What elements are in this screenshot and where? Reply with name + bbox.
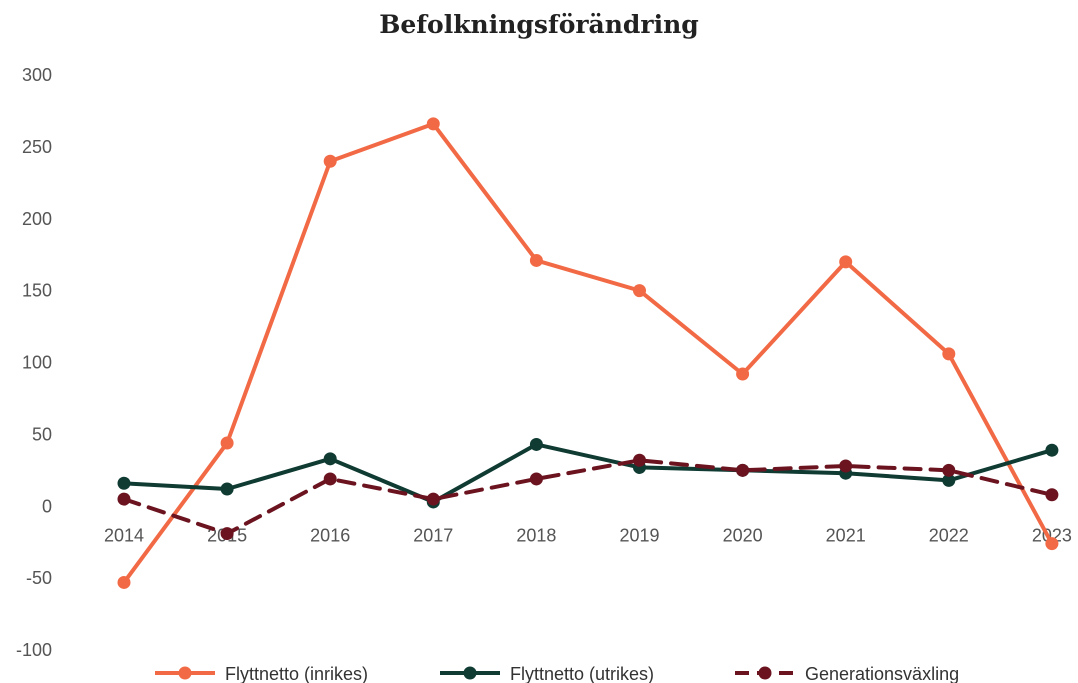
data-point (942, 473, 956, 487)
data-point (323, 154, 337, 168)
y-tick-label: 250 (22, 137, 52, 157)
series-line-1 (122, 121, 1054, 585)
data-point (839, 255, 853, 269)
legend-label: Flyttnetto (utrikes) (510, 664, 654, 683)
x-tick-label: 2016 (310, 525, 350, 545)
legend-swatch-marker (758, 666, 772, 680)
legend-swatch-marker (463, 666, 477, 680)
x-tick-label: 2018 (516, 525, 556, 545)
x-axis-ticks: 2014201520162017201820192020202120222023 (104, 525, 1072, 545)
data-point (220, 482, 234, 496)
data-point (220, 527, 234, 541)
y-tick-label: -100 (16, 640, 52, 660)
data-point (323, 472, 337, 486)
y-tick-label: 50 (32, 424, 52, 444)
y-tick-label: 200 (22, 209, 52, 229)
x-tick-label: 2023 (1032, 525, 1072, 545)
series-line-3 (122, 458, 1054, 536)
data-point (942, 347, 956, 361)
x-tick-label: 2014 (104, 525, 144, 545)
data-point (117, 575, 131, 589)
y-tick-label: 0 (42, 496, 52, 516)
data-point (323, 452, 337, 466)
data-point (1045, 488, 1059, 502)
series-line-2 (122, 442, 1054, 504)
data-point (633, 284, 646, 298)
series-lines (122, 121, 1054, 585)
y-tick-label: -50 (26, 568, 52, 588)
data-point (426, 492, 440, 506)
data-point (1045, 537, 1059, 551)
data-point (529, 437, 543, 451)
y-tick-label: 150 (22, 281, 52, 301)
data-point (736, 463, 750, 477)
data-point (633, 453, 646, 467)
data-point (942, 463, 956, 477)
legend-label: Flyttnetto (inrikes) (225, 664, 368, 683)
data-point (117, 476, 131, 490)
x-tick-label: 2021 (826, 525, 866, 545)
x-tick-label: 2019 (619, 525, 659, 545)
x-tick-label: 2017 (413, 525, 453, 545)
legend-label: Generationsväxling (805, 664, 959, 683)
series-points (117, 117, 1059, 589)
data-point (426, 117, 440, 131)
data-point (839, 459, 853, 473)
legend: Flyttnetto (inrikes) Flyttnetto (utrikes)… (155, 664, 959, 683)
x-tick-label: 2020 (723, 525, 763, 545)
x-tick-label: 2022 (929, 525, 969, 545)
y-tick-label: 100 (22, 353, 52, 373)
data-point (220, 436, 234, 450)
data-point (117, 492, 131, 506)
y-tick-label: 300 (22, 65, 52, 85)
data-point (529, 472, 543, 486)
chart-title: Befolkningsförändring (379, 10, 699, 39)
legend-swatch-marker (178, 666, 192, 680)
data-point (736, 367, 750, 381)
y-axis-ticks: 300 250 200 150 100 50 0 -50 -100 (16, 65, 52, 660)
data-point (1045, 443, 1059, 457)
data-point (529, 253, 543, 267)
